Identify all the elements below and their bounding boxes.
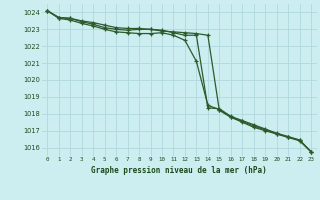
X-axis label: Graphe pression niveau de la mer (hPa): Graphe pression niveau de la mer (hPa) [91,166,267,175]
